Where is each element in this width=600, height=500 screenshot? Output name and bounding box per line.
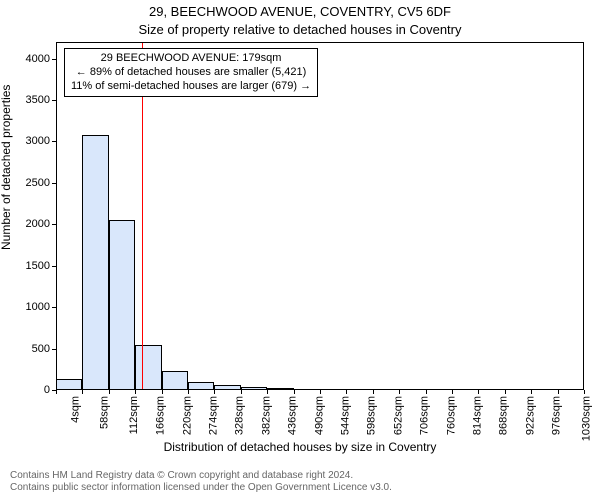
histogram-bar [452,389,478,390]
x-tick-mark [584,390,585,394]
x-tick-label: 58sqm [99,396,111,429]
histogram-bar [162,371,188,390]
histogram-bar [82,135,108,390]
x-tick-label: 814sqm [472,396,484,435]
x-tick-mark [346,390,347,394]
annotation-line-3: 11% of semi-detached houses are larger (… [71,80,311,94]
x-tick-mark [109,390,110,394]
histogram-bar [531,389,557,390]
x-tick-mark [56,390,57,394]
y-tick-label: 3000 [26,135,50,147]
x-tick-mark [373,390,374,394]
annotation-box: 29 BEECHWOOD AVENUE: 179sqm ← 89% of det… [64,48,318,97]
x-tick-mark [162,390,163,394]
x-tick-label: 1030sqm [580,396,592,441]
x-tick-mark [558,390,559,394]
y-tick-label: 2000 [26,218,50,230]
x-tick-mark [294,390,295,394]
x-tick-label: 382sqm [260,396,272,435]
x-tick-mark [531,390,532,394]
x-tick-label: 760sqm [445,396,457,435]
y-tick-label: 3500 [26,94,50,106]
y-tick-label: 1000 [26,301,50,313]
attribution-text: Contains HM Land Registry data © Crown c… [10,470,392,494]
attribution-line-2: Contains public sector information licen… [10,482,392,494]
y-tick-label: 500 [32,343,50,355]
x-tick-label: 598sqm [366,396,378,435]
histogram-bar [346,389,372,390]
x-tick-mark [426,390,427,394]
y-tick-label: 2500 [26,177,50,189]
x-tick-label: 166sqm [155,396,167,435]
chart-title-sub: Size of property relative to detached ho… [0,22,600,37]
x-tick-mark [82,390,83,394]
y-tick-mark [52,224,56,225]
y-tick-mark [52,59,56,60]
x-tick-mark [188,390,189,394]
histogram-bar [399,389,425,390]
y-tick-mark [52,266,56,267]
x-axis-label: Distribution of detached houses by size … [0,440,600,454]
y-tick-label: 1500 [26,260,50,272]
x-tick-label: 490sqm [313,396,325,435]
x-tick-label: 976sqm [551,396,563,435]
histogram-bar [135,345,161,390]
y-axis-label: Number of detached properties [0,85,13,250]
x-tick-mark [452,390,453,394]
x-tick-label: 868sqm [498,396,510,435]
y-tick-label: 0 [44,384,50,396]
x-tick-mark [214,390,215,394]
histogram-bar [320,389,346,390]
x-tick-label: 274sqm [208,396,220,435]
chart-title-main: 29, BEECHWOOD AVENUE, COVENTRY, CV5 6DF [0,4,600,19]
y-tick-mark [52,307,56,308]
x-tick-mark [399,390,400,394]
histogram-bar [56,379,82,390]
x-tick-mark [505,390,506,394]
histogram-bar [558,389,584,390]
annotation-line-2: ← 89% of detached houses are smaller (5,… [71,66,311,80]
x-tick-label: 652sqm [392,396,404,435]
histogram-bar [109,220,135,390]
x-tick-label: 328sqm [234,396,246,435]
histogram-bar [426,389,452,390]
annotation-line-1: 29 BEECHWOOD AVENUE: 179sqm [71,52,311,66]
y-tick-mark [52,141,56,142]
histogram-bar [188,382,214,390]
x-tick-label: 220sqm [181,396,193,435]
histogram-bar [373,389,399,390]
x-tick-label: 4sqm [69,396,81,423]
y-tick-mark [52,183,56,184]
histogram-bar [267,388,293,390]
histogram-bar [241,387,267,390]
x-tick-label: 922sqm [524,396,536,435]
x-tick-label: 112sqm [128,396,140,434]
x-tick-label: 544sqm [340,396,352,435]
property-size-histogram: 29, BEECHWOOD AVENUE, COVENTRY, CV5 6DF … [0,0,600,500]
x-tick-mark [135,390,136,394]
x-tick-label: 706sqm [419,396,431,435]
x-tick-mark [320,390,321,394]
x-tick-mark [478,390,479,394]
histogram-bar [505,389,531,390]
y-tick-label: 4000 [26,53,50,65]
histogram-bar [294,389,320,390]
x-tick-mark [241,390,242,394]
x-tick-label: 436sqm [287,396,299,435]
y-tick-mark [52,349,56,350]
y-tick-mark [52,100,56,101]
histogram-bar [214,385,240,390]
histogram-bar [478,389,504,390]
attribution-line-1: Contains HM Land Registry data © Crown c… [10,470,392,482]
x-tick-mark [267,390,268,394]
